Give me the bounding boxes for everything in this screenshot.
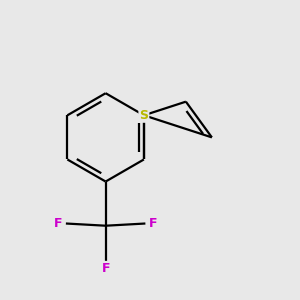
Text: F: F (149, 217, 157, 230)
Text: F: F (54, 217, 63, 230)
Text: S: S (140, 109, 148, 122)
Text: F: F (101, 262, 110, 275)
